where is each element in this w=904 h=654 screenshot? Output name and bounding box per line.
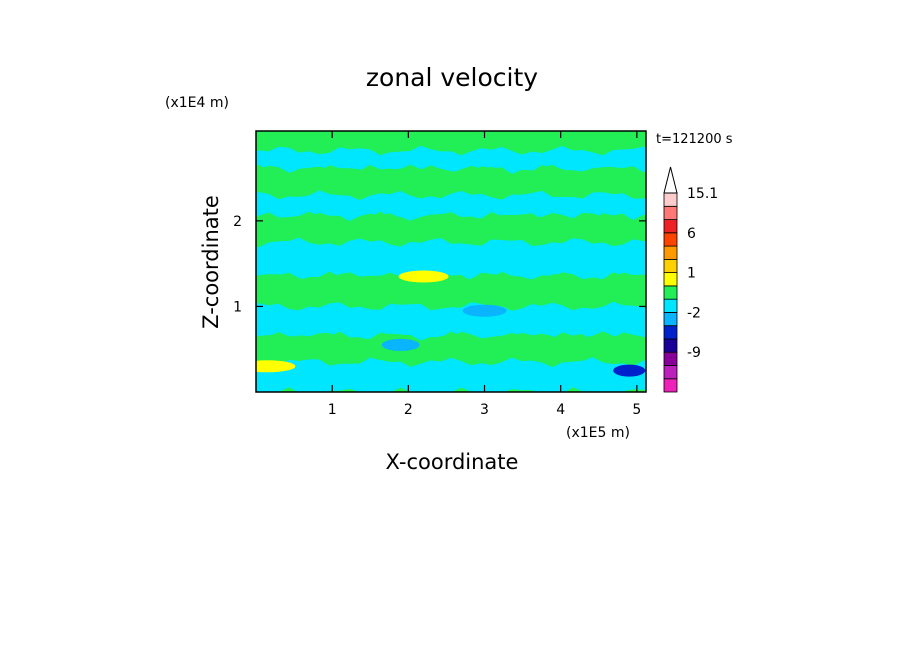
colorbar-swatch xyxy=(663,298,678,313)
contour-feature xyxy=(462,304,507,317)
contour-band xyxy=(256,331,646,367)
y-axis-label: Z-coordinate xyxy=(199,195,223,329)
colorbar-swatch xyxy=(663,205,678,221)
y-tick-label: 1 xyxy=(233,299,242,315)
colorbar-swatch xyxy=(663,338,678,353)
chart-title: zonal velocity xyxy=(366,63,538,92)
colorbar-label: 6 xyxy=(687,226,696,242)
x-axis-label: X-coordinate xyxy=(386,450,519,474)
colorbar-swatch xyxy=(663,378,678,393)
colorbar-swatch xyxy=(663,192,678,207)
x-unit-label: (x1E5 m) xyxy=(566,425,630,441)
x-tick-label: 2 xyxy=(404,402,413,418)
colorbar-swatch xyxy=(663,285,678,300)
x-tick-label: 1 xyxy=(328,402,337,418)
time-label: t=121200 s xyxy=(656,132,733,147)
colorbar-label: 15.1 xyxy=(687,186,718,202)
contour-band xyxy=(256,357,646,392)
contour-band xyxy=(256,272,646,311)
colorbar-swatch xyxy=(663,245,678,260)
contour-feature xyxy=(398,270,449,283)
x-tick-label: 3 xyxy=(480,402,489,418)
colorbar-swatch xyxy=(663,232,678,247)
colorbar-swatch xyxy=(663,351,678,366)
x-tick-label: 4 xyxy=(556,402,565,418)
contour-band xyxy=(256,190,646,222)
contour-feature xyxy=(613,364,646,377)
contour-features xyxy=(256,270,646,377)
x-axis-ticks: 1 2 3 4 5 xyxy=(328,131,641,418)
contour-band xyxy=(256,164,646,200)
colorbar-swatch xyxy=(663,311,678,327)
colorbar-swatch xyxy=(663,258,678,273)
plot-frame xyxy=(255,130,647,393)
colorbar: 15.1 6 1 -2 -9 xyxy=(663,166,718,393)
contour-band xyxy=(256,145,646,175)
x-tick-label: 5 xyxy=(632,402,641,418)
colorbar-swatch xyxy=(663,365,678,380)
contour-feature xyxy=(381,338,420,351)
plot-area xyxy=(256,131,646,392)
contour-band xyxy=(256,237,646,282)
colorbar-label: -2 xyxy=(687,305,701,321)
contour-feature xyxy=(256,360,296,373)
colorbar-extend-arrow xyxy=(663,166,678,194)
colorbar-swatch xyxy=(663,325,678,340)
colorbar-swatch xyxy=(663,219,678,234)
y-tick-label: 2 xyxy=(233,214,242,230)
colorbar-label: 1 xyxy=(687,266,696,282)
colorbar-label: -9 xyxy=(687,345,701,361)
y-axis-ticks: 12 xyxy=(233,214,646,315)
y-unit-label: (x1E4 m) xyxy=(165,95,229,111)
colorbar-swatch xyxy=(663,272,678,287)
contour-band xyxy=(256,211,646,247)
contour-band xyxy=(256,301,646,342)
contour-bands xyxy=(256,131,646,392)
